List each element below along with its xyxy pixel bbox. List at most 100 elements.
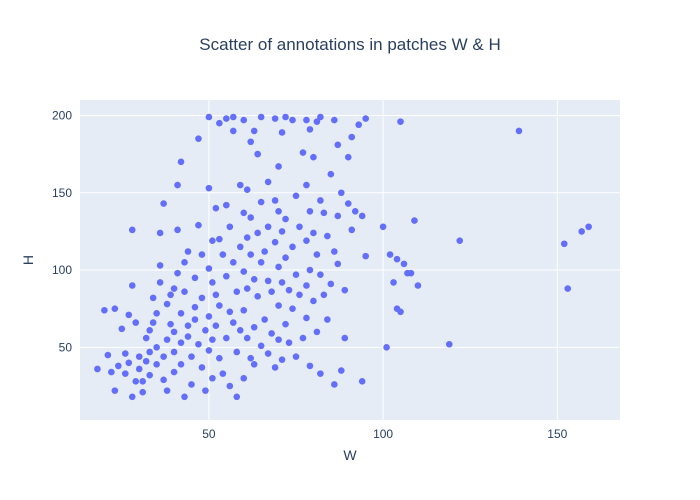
scatter-point	[226, 223, 234, 231]
scatter-point	[393, 255, 401, 263]
scatter-point	[219, 370, 227, 377]
scatter-point	[411, 217, 418, 224]
scatter-point	[254, 150, 261, 158]
scatter-point	[351, 208, 359, 215]
scatter-point	[320, 209, 328, 217]
scatter-point	[229, 127, 237, 135]
scatter-point	[160, 200, 167, 207]
scatter-point	[163, 387, 171, 394]
scatter-point	[243, 334, 251, 342]
scatter-point	[254, 293, 261, 300]
scatter-point	[264, 277, 272, 285]
y-axis-label: H	[20, 255, 36, 265]
scatter-point	[160, 376, 167, 384]
scatter-point	[337, 367, 345, 374]
scatter-point	[585, 223, 592, 231]
scatter-point	[247, 354, 255, 362]
scatter-point	[135, 365, 143, 373]
scatter-point	[390, 279, 397, 286]
y-tick-labels: 50 100 150 200	[52, 108, 72, 354]
scatter-point	[219, 251, 227, 258]
scatter-point	[275, 302, 282, 309]
scatter-point	[174, 269, 181, 277]
scatter-point	[104, 351, 112, 359]
scatter-point	[121, 350, 129, 357]
scatter-point	[362, 252, 369, 260]
scatter-point	[170, 285, 178, 292]
scatter-point	[317, 113, 324, 121]
scatter-point	[177, 158, 185, 166]
scatter-point	[156, 262, 164, 269]
scatter-point	[216, 354, 223, 362]
scatter-point	[317, 271, 324, 278]
scatter-point	[358, 212, 366, 220]
scatter-point	[303, 181, 310, 189]
chart-title: Scatter of annotations in patches W & H	[199, 35, 500, 54]
scatter-point	[334, 212, 342, 220]
scatter-point	[125, 311, 133, 319]
y-tick-label: 150	[52, 186, 72, 200]
scatter-point	[337, 189, 345, 197]
scatter-point	[128, 393, 136, 401]
scatter-point	[212, 322, 220, 330]
scatter-point	[240, 116, 248, 124]
scatter-point	[240, 209, 248, 217]
scatter-point	[331, 381, 338, 388]
scatter-point	[317, 197, 324, 204]
scatter-point	[132, 378, 140, 385]
scatter-point	[111, 387, 119, 394]
data-points	[94, 113, 592, 401]
scatter-point	[233, 288, 241, 295]
scatter-point	[324, 316, 331, 323]
scatter-point	[240, 374, 248, 382]
scatter-point	[146, 371, 153, 379]
scatter-point	[296, 223, 303, 231]
scatter-point	[268, 330, 275, 337]
scatter-point	[101, 306, 108, 314]
scatter-point	[243, 186, 251, 193]
scatter-point	[167, 320, 174, 328]
scatter-point	[282, 215, 289, 223]
scatter-point	[240, 268, 248, 275]
scatter-point	[341, 334, 349, 342]
scatter-point	[578, 228, 585, 235]
scatter-point	[257, 113, 265, 121]
scatter-point	[160, 353, 167, 360]
scatter-point	[275, 208, 282, 215]
scatter-point	[407, 269, 415, 277]
scatter-point	[142, 334, 150, 342]
scatter-point	[216, 119, 223, 127]
scatter-point	[149, 319, 157, 326]
scatter-point	[205, 347, 213, 354]
scatter-point	[205, 113, 213, 121]
scatter-point	[236, 327, 244, 334]
x-tick-label: 100	[373, 427, 393, 441]
scatter-point	[271, 197, 279, 204]
x-tick-label: 50	[202, 427, 216, 441]
plot-area	[80, 100, 620, 420]
scatter-point	[118, 325, 126, 333]
scatter-point	[156, 229, 164, 237]
scatter-point	[223, 272, 230, 280]
y-tick-label: 50	[59, 340, 73, 354]
scatter-point	[282, 320, 289, 328]
scatter-point	[125, 359, 133, 367]
scatter-point	[310, 229, 317, 237]
scatter-point	[275, 336, 282, 343]
scatter-point	[174, 181, 181, 189]
scatter-point	[275, 263, 282, 271]
scatter-point	[264, 223, 272, 231]
scatter-point	[303, 237, 310, 244]
scatter-point	[236, 181, 244, 189]
scatter-point	[202, 327, 209, 334]
scatter-point	[205, 265, 213, 272]
scatter-point	[331, 248, 338, 255]
scatter-point	[292, 353, 300, 360]
scatter-point	[261, 316, 268, 323]
scatter-point	[313, 251, 321, 258]
scatter-point	[170, 348, 178, 356]
scatter-point	[223, 115, 230, 122]
scatter-point	[445, 340, 453, 348]
scatter-point	[285, 339, 293, 347]
scatter-point	[216, 302, 223, 309]
